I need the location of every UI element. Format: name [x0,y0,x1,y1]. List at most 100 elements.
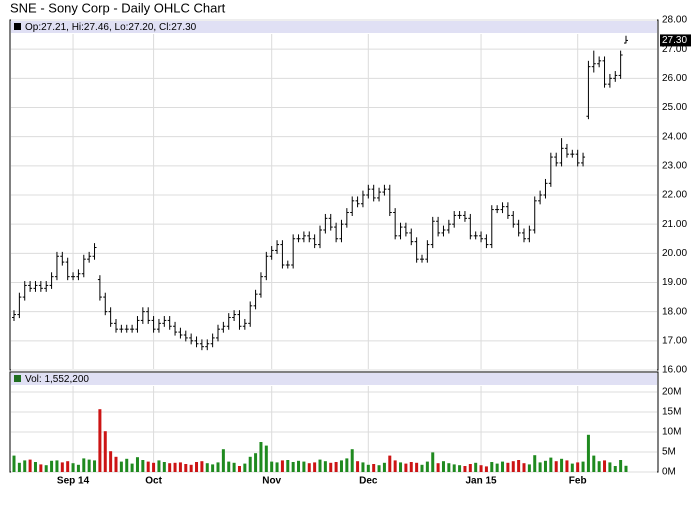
volume-bar [87,459,91,472]
volume-bar [511,461,515,472]
volume-bar [458,465,462,472]
volume-bar [463,466,467,472]
volume-bar [608,462,612,472]
volume-bar [613,466,617,472]
volume-bar [168,463,172,472]
volume-bar [377,465,381,472]
volume-bar [501,461,505,472]
volume-bar [259,442,263,472]
price-legend-band [11,21,657,33]
volume-bar [82,458,86,472]
volume-bar [297,460,301,472]
volume-bar [141,460,145,472]
volume-bar [533,455,537,472]
volume-bar [205,463,209,472]
y-tick-label: 0M [662,467,676,478]
volume-bar [549,457,553,472]
volume-bar [323,461,327,472]
price-legend: Op:27.21, Hi:27.46, Lo:27.20, Cl:27.30 [25,22,197,33]
volume-bar [33,462,37,472]
volume-bar [382,462,386,472]
volume-bar [93,460,97,472]
volume-bar [184,464,188,472]
y-tick-label: 20M [662,387,681,398]
volume-bar [286,460,290,472]
volume-bar [474,462,478,472]
volume-bar [98,409,102,472]
volume-bar [109,451,113,472]
volume-bar [232,462,236,472]
y-tick-label: 16.00 [662,365,687,376]
volume-bar [484,466,488,472]
volume-bar [468,464,472,472]
volume-bar [114,456,118,472]
volume-bar [313,462,317,472]
volume-bar [146,461,150,472]
volume-bar [237,466,241,472]
y-tick-label: 17.00 [662,335,687,346]
volume-bar [189,464,193,472]
volume-bar [44,465,48,472]
volume-bar [447,463,451,472]
x-tick-label: Oct [145,476,162,487]
last-price-box [660,34,691,47]
y-tick-label: 26.00 [662,73,687,84]
volume-bar [157,460,161,472]
volume-bar [50,460,54,472]
volume-bar [329,462,333,472]
chart-title: SNE - Sony Corp - Daily OHLC Chart [10,0,226,15]
volume-bar [479,465,483,472]
volume-bar [560,458,564,472]
volume-bar [135,457,139,472]
volume-bar [356,461,360,472]
volume-bar [76,464,80,472]
volume-bar [23,460,27,472]
volume-bar [350,449,354,472]
volume-bar [603,460,607,472]
volume-bar [275,462,279,472]
y-tick-label: 20.00 [662,248,687,259]
volume-legend: Vol: 1,552,200 [25,374,89,385]
volume-bar [404,463,408,472]
volume-bar [221,449,225,472]
x-tick-label: Dec [359,476,378,487]
y-tick-label: 28.00 [662,15,687,26]
volume-bar [538,462,542,472]
volume-bar [581,461,585,472]
volume-bar [345,458,349,472]
volume-bar [619,460,623,472]
x-tick-label: Sep 14 [57,476,90,487]
volume-bar [399,462,403,472]
volume-bar [522,463,526,472]
volume-bar [554,461,558,472]
y-tick-label: 5M [662,447,676,458]
volume-bar [152,462,156,472]
volume-bar [243,463,247,472]
volume-bar [527,464,531,472]
y-tick-label: 19.00 [662,277,687,288]
volume-bar [339,460,343,472]
volume-bar [248,456,252,472]
volume-bar [280,460,284,472]
volume-bar [334,462,338,472]
volume-bar [441,461,445,472]
volume-bar [409,462,413,472]
y-tick-label: 21.00 [662,219,687,230]
volume-bar [318,459,322,472]
volume-bar [592,455,596,472]
volume-bar [495,463,499,472]
y-tick-label: 23.00 [662,160,687,171]
volume-bar [302,461,306,472]
volume-bar [361,462,365,472]
volume-bar [12,455,16,472]
volume-bar [270,461,274,472]
volume-bar [597,461,601,472]
y-tick-label: 18.00 [662,306,687,317]
volume-bar [436,463,440,472]
y-tick-label: 24.00 [662,131,687,142]
volume-bar [195,462,199,472]
plot-layer: 16.00 17.00 18.00 19.00 20.00 21.00 22.00 23.00… [11,15,691,487]
x-tick-label: Nov [262,476,281,487]
volume-bar [39,464,43,472]
